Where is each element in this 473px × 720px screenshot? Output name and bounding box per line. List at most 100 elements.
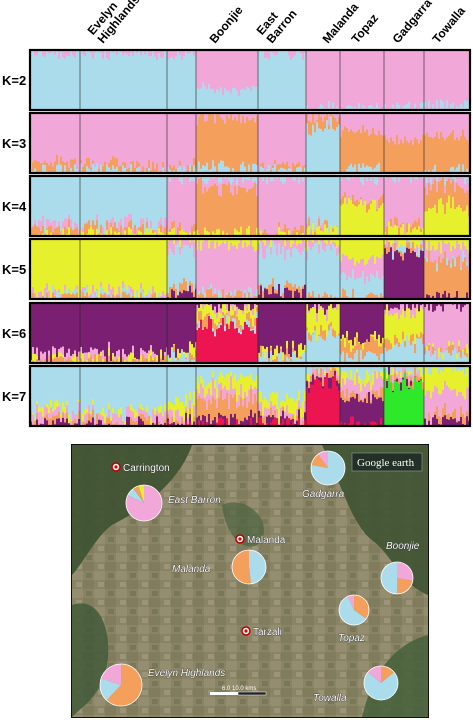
pie-slice: [397, 578, 413, 594]
ancestry-bar: [248, 366, 251, 377]
ancestry-bar: [320, 377, 323, 382]
ancestry-bar: [346, 113, 349, 129]
ancestry-bar: [414, 307, 417, 319]
ancestry-bar: [212, 396, 215, 421]
ancestry-bar: [116, 295, 119, 300]
ancestry-bar: [208, 176, 211, 182]
ancestry-bar: [410, 176, 413, 184]
site-pie: East Barron: [125, 484, 222, 522]
ancestry-bar: [214, 417, 217, 427]
ancestry-bar: [384, 245, 387, 249]
ancestry-bar: [356, 206, 359, 237]
ancestry-bar: [400, 372, 403, 379]
ancestry-bar: [236, 291, 239, 300]
ancestry-bar: [262, 167, 265, 174]
ancestry-bar: [368, 341, 371, 343]
ancestry-bar: [364, 398, 367, 424]
ancestry-bar: [171, 228, 174, 237]
ancestry-bar: [278, 284, 281, 300]
google-earth-logo: Google earth: [351, 452, 423, 472]
ancestry-bar: [266, 240, 269, 248]
ancestry-bar: [70, 420, 73, 422]
ancestry-bar: [324, 116, 327, 129]
town-dot: [114, 465, 118, 469]
ancestry-bar: [238, 290, 241, 300]
ancestry-bar: [187, 54, 190, 111]
ancestry-bar: [173, 366, 176, 406]
ancestry-bar: [336, 370, 339, 379]
ancestry-bar: [134, 168, 137, 174]
ancestry-bar: [128, 176, 131, 215]
ancestry-bar: [128, 303, 131, 355]
ancestry-bar: [248, 239, 251, 246]
ancestry-bar: [462, 188, 465, 212]
ancestry-bar: [189, 53, 192, 111]
ancestry-bar: [322, 105, 325, 111]
ancestry-bar: [428, 420, 431, 427]
ancestry-bar: [198, 327, 201, 364]
ancestry-bar: [181, 248, 184, 284]
ancestry-bar: [185, 366, 188, 394]
ancestry-bar: [446, 244, 449, 259]
ancestry-bar: [230, 291, 233, 297]
ancestry-bar: [136, 291, 139, 300]
ancestry-bar: [382, 113, 385, 136]
ancestry-bar: [224, 243, 227, 298]
ancestry-bar: [76, 356, 79, 364]
ancestry-bar: [378, 208, 381, 237]
ancestry-bar: [270, 345, 273, 348]
ancestry-bar: [378, 278, 381, 298]
ancestry-bar: [110, 420, 113, 427]
ancestry-bar: [175, 244, 178, 290]
ancestry-bar: [392, 259, 395, 300]
ancestry-bar: [376, 340, 379, 357]
ancestry-bar: [400, 239, 403, 245]
ancestry-bar: [444, 140, 447, 174]
ancestry-bar: [173, 343, 176, 346]
ancestry-bar: [44, 50, 47, 58]
ancestry-bar: [320, 381, 323, 427]
ancestry-bar: [438, 199, 441, 237]
ancestry-bar: [410, 373, 413, 377]
ancestry-bar: [302, 400, 305, 418]
ancestry-bar: [130, 303, 133, 353]
ancestry-bar: [250, 50, 253, 92]
ancestry-bar: [350, 50, 353, 107]
ancestry-bar: [270, 284, 273, 295]
ancestry-bar: [466, 139, 469, 170]
ancestry-bar: [298, 357, 301, 359]
ancestry-bar: [316, 376, 319, 379]
ancestry-bar: [302, 50, 305, 61]
ancestry-bar: [106, 50, 109, 59]
ancestry-bar: [260, 285, 263, 300]
ancestry-bar: [136, 239, 139, 291]
ancestry-bar: [394, 242, 397, 252]
ancestry-bar: [450, 183, 453, 209]
ancestry-bar: [408, 389, 411, 427]
ancestry-bar: [193, 366, 196, 392]
ancestry-bar: [132, 176, 135, 229]
ancestry-bar: [308, 393, 311, 427]
ancestry-bar: [189, 285, 192, 300]
panel-frame: [28, 364, 472, 428]
ancestry-bar: [62, 228, 65, 237]
ancestry-bar: [382, 387, 385, 402]
ancestry-bar: [366, 50, 369, 110]
ancestry-bar: [440, 303, 443, 307]
ancestry-bar: [300, 53, 303, 111]
ancestry-bar: [440, 50, 443, 100]
ancestry-bar: [412, 314, 415, 335]
ancestry-bar: [452, 366, 455, 372]
ancestry-bar: [266, 233, 269, 237]
ancestry-bar: [284, 176, 287, 183]
ancestry-bar: [326, 294, 329, 300]
ancestry-bar: [220, 87, 223, 111]
ancestry-bar: [193, 257, 196, 292]
ancestry-bar: [260, 366, 263, 392]
ancestry-bar: [356, 303, 359, 333]
ancestry-bar: [134, 417, 137, 422]
ancestry-bar: [78, 176, 81, 231]
ancestry-bar: [298, 51, 301, 111]
ancestry-bar: [410, 335, 413, 346]
ancestry-bar: [388, 310, 391, 317]
